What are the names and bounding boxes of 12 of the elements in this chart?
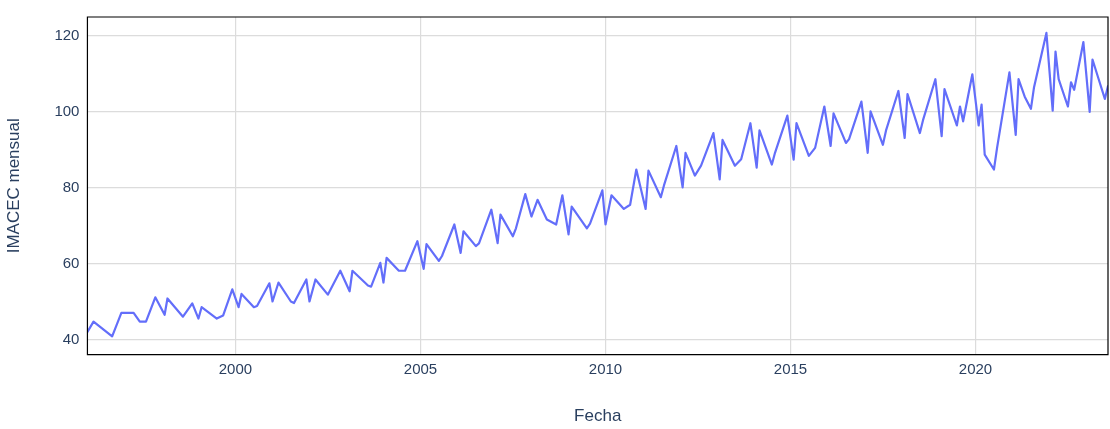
y-axis-title: IMACEC mensual xyxy=(3,118,23,254)
x-axis-title: Fecha xyxy=(574,406,622,426)
x-tick-label: 2000 xyxy=(218,359,253,377)
x-tick-label: 2015 xyxy=(773,359,808,377)
x-tick-label: 2020 xyxy=(958,359,993,377)
y-tick-label: 80 xyxy=(62,177,80,195)
x-tick-label: 2005 xyxy=(403,359,438,377)
y-tick-label: 120 xyxy=(54,26,80,44)
x-tick-label: 2010 xyxy=(588,359,623,377)
y-tick-label: 40 xyxy=(62,329,80,347)
y-tick-label: 60 xyxy=(62,253,80,271)
y-tick-label: 100 xyxy=(54,101,80,119)
